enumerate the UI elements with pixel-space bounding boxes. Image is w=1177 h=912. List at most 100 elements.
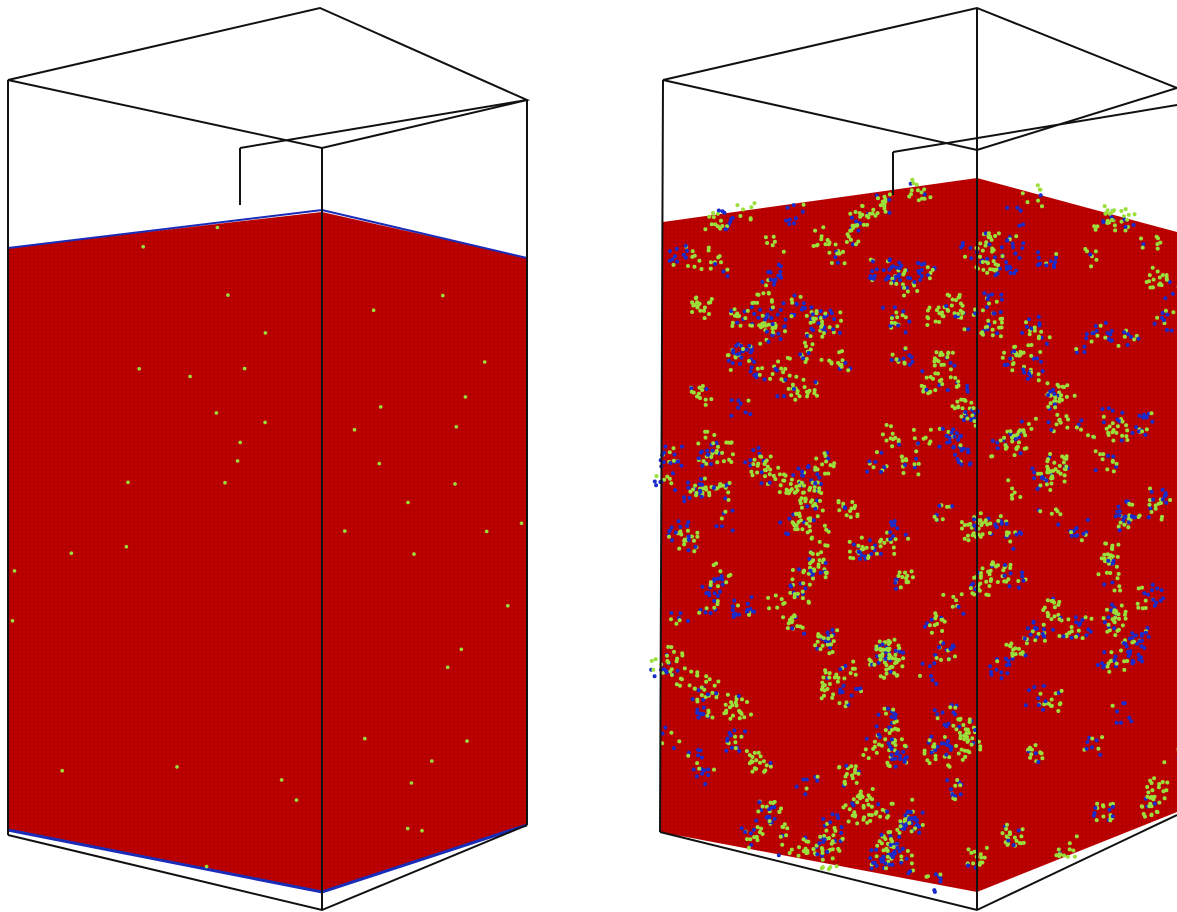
particle	[894, 765, 898, 769]
particle	[1129, 335, 1133, 339]
particle	[851, 556, 855, 560]
particle	[1110, 329, 1114, 333]
particle	[1147, 635, 1151, 639]
particle	[886, 814, 890, 818]
particle	[891, 432, 895, 436]
particle	[997, 231, 1001, 235]
particle	[814, 380, 818, 384]
particle	[867, 658, 871, 662]
particle	[961, 304, 965, 308]
particle	[783, 329, 787, 333]
particle	[959, 734, 963, 738]
particle	[697, 392, 701, 396]
particle	[1090, 617, 1094, 621]
particle	[1046, 611, 1050, 615]
particle	[879, 203, 883, 207]
particle	[686, 754, 690, 758]
particle	[651, 668, 655, 672]
particle	[838, 331, 842, 335]
particle	[994, 273, 998, 277]
particle	[796, 527, 800, 531]
particle	[883, 657, 887, 661]
particle	[654, 483, 658, 487]
particle	[920, 384, 924, 388]
particle	[739, 324, 743, 328]
particle	[802, 301, 806, 305]
particle	[901, 273, 905, 277]
particle	[1161, 311, 1165, 315]
particle	[1127, 520, 1131, 524]
particle	[1025, 325, 1029, 329]
particle	[766, 596, 770, 600]
particle	[758, 373, 762, 377]
particle	[867, 459, 871, 463]
particle	[964, 731, 968, 735]
particle	[816, 640, 820, 644]
particle	[716, 445, 720, 449]
particle	[970, 736, 974, 740]
particle	[1010, 436, 1014, 440]
particle	[669, 731, 673, 735]
particle	[769, 316, 773, 320]
particle	[1138, 514, 1142, 518]
particle	[1164, 309, 1168, 313]
particle	[1063, 473, 1067, 477]
particle	[1016, 579, 1020, 583]
particle-face	[322, 212, 527, 892]
particle	[987, 294, 991, 298]
particle	[979, 574, 983, 578]
particle	[708, 677, 712, 681]
particle	[990, 293, 994, 297]
particle	[910, 188, 914, 192]
particle	[709, 462, 713, 466]
particle	[453, 482, 457, 486]
particle	[1151, 285, 1155, 289]
particle	[1171, 292, 1175, 296]
particle	[812, 518, 816, 522]
particle	[713, 684, 717, 688]
particle	[1018, 354, 1022, 358]
particle	[1015, 206, 1019, 210]
particle	[769, 278, 773, 282]
particle	[749, 831, 753, 835]
particle	[940, 629, 944, 633]
particle	[879, 674, 883, 678]
particle	[706, 692, 710, 696]
particle	[903, 571, 907, 575]
particle	[1124, 229, 1128, 233]
particle	[1159, 599, 1163, 603]
particle	[1165, 276, 1169, 280]
particle	[1056, 709, 1060, 713]
particle	[1010, 497, 1014, 501]
particle	[733, 735, 737, 739]
particle	[1113, 589, 1117, 593]
particle	[878, 540, 882, 544]
particle	[1077, 623, 1081, 627]
particle	[1035, 356, 1039, 360]
particle	[955, 400, 959, 404]
particle	[1163, 296, 1167, 300]
right-box	[649, 8, 1177, 910]
particle	[792, 221, 796, 225]
particle	[963, 255, 967, 259]
particle	[663, 445, 667, 449]
particle	[1124, 434, 1128, 438]
particle	[1107, 433, 1111, 437]
particle	[824, 671, 828, 675]
particle	[843, 361, 847, 365]
particle	[779, 337, 783, 341]
particle	[1134, 425, 1138, 429]
particle	[685, 524, 689, 528]
particle	[763, 318, 767, 322]
particle	[712, 486, 716, 490]
particle	[1089, 630, 1093, 634]
particle	[855, 781, 859, 785]
particle	[801, 210, 805, 214]
particle	[441, 294, 445, 298]
particle	[1119, 521, 1123, 525]
particle	[918, 674, 922, 678]
particle	[893, 653, 897, 657]
particle	[1075, 350, 1079, 354]
particle	[707, 215, 711, 219]
particle	[1095, 738, 1099, 742]
